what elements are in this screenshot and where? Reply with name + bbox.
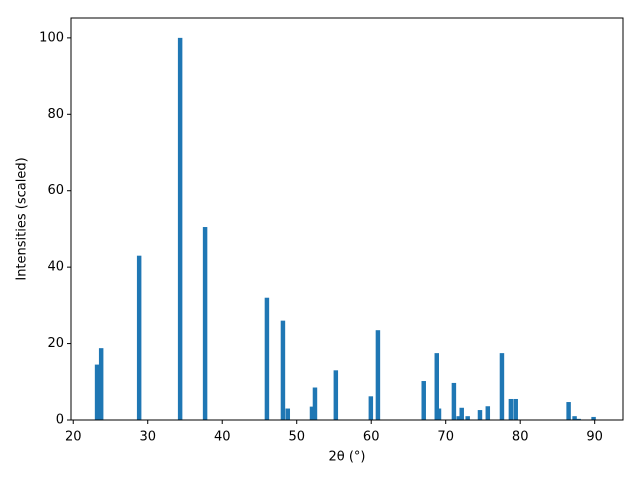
y-tick-label: 0 <box>56 413 64 428</box>
bar <box>485 406 491 420</box>
x-tick-label: 90 <box>586 430 603 445</box>
x-tick-label: 60 <box>363 430 380 445</box>
x-tick-label: 40 <box>214 430 231 445</box>
bar <box>136 255 142 420</box>
bar <box>177 37 183 420</box>
bar <box>375 330 381 420</box>
y-tick-label: 80 <box>47 107 64 122</box>
bar <box>94 364 100 420</box>
x-tick-label: 30 <box>139 430 156 445</box>
bar <box>459 407 464 420</box>
bar <box>98 348 104 420</box>
bar <box>456 416 461 420</box>
y-tick-label: 20 <box>47 336 64 351</box>
x-tick-label: 70 <box>437 430 454 445</box>
bar <box>477 410 483 420</box>
y-axis-label: Intensities (scaled) <box>15 157 30 280</box>
bar <box>264 297 270 420</box>
bar <box>508 398 514 420</box>
bar <box>312 387 318 420</box>
x-axis-label: 2θ (°) <box>328 450 365 465</box>
x-tick-label: 20 <box>65 430 82 445</box>
bar <box>576 418 581 420</box>
x-tick-label: 80 <box>512 430 529 445</box>
x-tick-label: 50 <box>288 430 305 445</box>
bar <box>436 408 442 420</box>
bar <box>513 398 518 420</box>
bar <box>280 320 286 420</box>
bar <box>309 406 315 420</box>
bar <box>202 227 208 420</box>
bar <box>566 402 571 420</box>
bar <box>572 416 577 420</box>
bar <box>451 382 457 420</box>
plot-frame <box>70 17 624 421</box>
bar <box>333 370 339 420</box>
y-tick-label: 100 <box>39 30 64 45</box>
y-tick-label: 40 <box>47 260 64 275</box>
bar <box>434 353 439 420</box>
bar <box>285 408 291 420</box>
bar <box>591 416 596 420</box>
bar <box>499 353 505 420</box>
bar <box>368 396 374 420</box>
y-tick-label: 60 <box>47 183 64 198</box>
bar <box>421 381 426 420</box>
bar <box>465 416 470 420</box>
